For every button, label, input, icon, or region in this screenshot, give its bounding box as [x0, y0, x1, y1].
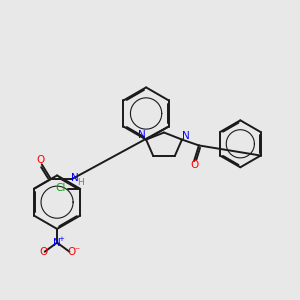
Text: H: H: [77, 178, 84, 187]
Text: N: N: [138, 130, 146, 140]
Text: ⁻: ⁻: [74, 246, 79, 256]
Text: N: N: [71, 173, 79, 183]
Text: O: O: [39, 248, 47, 257]
Text: N: N: [182, 131, 190, 141]
Text: N: N: [53, 238, 61, 248]
Text: O: O: [67, 248, 75, 257]
Text: O: O: [190, 160, 198, 170]
Text: +: +: [58, 236, 64, 242]
Text: Cl: Cl: [56, 183, 66, 193]
Text: O: O: [36, 155, 44, 165]
